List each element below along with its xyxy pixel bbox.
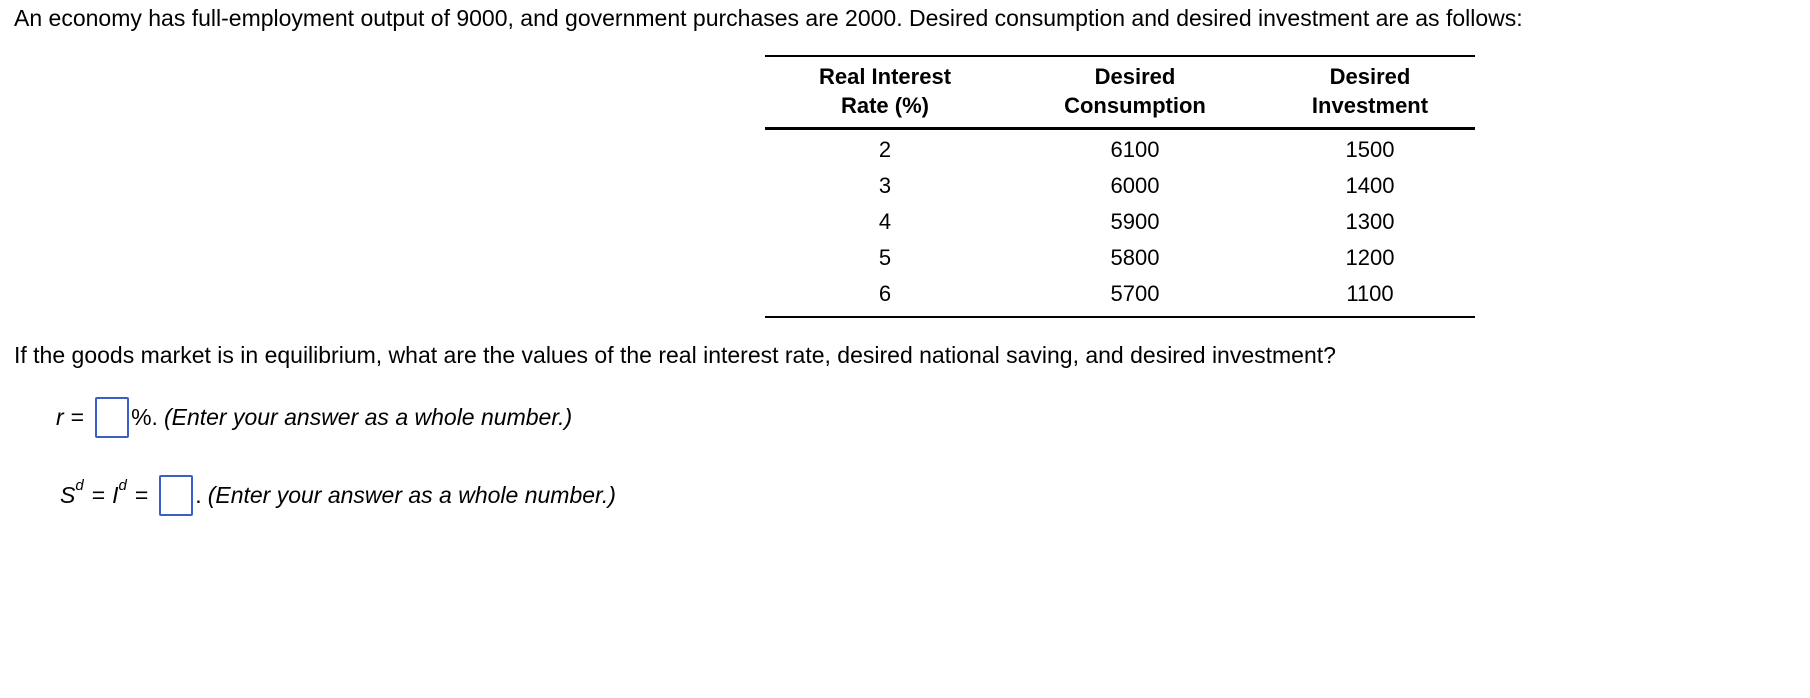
consumption-cell: 5700 (1110, 281, 1160, 306)
table-row: 3 6000 1400 (765, 168, 1475, 204)
problem-intro: An economy has full-employment output of… (14, 5, 1523, 31)
equals-sign: = (134, 481, 149, 508)
header-line: Desired (1094, 64, 1176, 89)
rate-cell: 3 (878, 173, 892, 198)
s-superscript-d: d (75, 476, 84, 494)
investment-cell: 1300 (1345, 209, 1395, 234)
header-line: Investment (1311, 93, 1429, 118)
investment-cell: 1500 (1345, 137, 1395, 162)
investment-cell: 1400 (1345, 173, 1395, 198)
rate-cell: 5 (878, 245, 892, 270)
consumption-cell: 6000 (1110, 173, 1160, 198)
header-line: Desired (1329, 64, 1411, 89)
table-row: 6 5700 1100 (765, 276, 1475, 312)
rate-cell: 2 (878, 137, 892, 162)
table-body: 2 6100 1500 3 6000 1400 4 5900 1300 5 58… (765, 130, 1475, 316)
table-row: 4 5900 1300 (765, 204, 1475, 240)
table-header-row: Real Interest Rate (%) Desired Consumpti… (765, 57, 1475, 130)
header-desired-investment: Desired Investment (1265, 62, 1475, 120)
investment-cell: 1200 (1345, 245, 1395, 270)
rate-cell: 4 (878, 209, 892, 234)
period-label: . (195, 481, 202, 508)
saving-investment-input[interactable] (159, 474, 194, 516)
consumption-cell: 6100 (1110, 137, 1160, 162)
s-variable: S (60, 481, 76, 508)
consumption-cell: 5900 (1110, 209, 1160, 234)
header-line: Consumption (1064, 93, 1206, 118)
equals-sign: = (91, 481, 106, 508)
i-superscript-d: d (118, 476, 127, 494)
saving-answer-hint: (Enter your answer as a whole number.) (207, 481, 616, 508)
header-real-interest-rate: Real Interest Rate (%) (765, 62, 1005, 120)
question-text: If the goods market is in equilibrium, w… (14, 342, 1336, 368)
table-row: 5 5800 1200 (765, 240, 1475, 276)
r-variable: r (56, 403, 64, 430)
answer-line-saving-investment: S d = I d = . (Enter your answer as a wh… (60, 472, 616, 518)
consumption-investment-table: Real Interest Rate (%) Desired Consumpti… (765, 55, 1475, 318)
r-input[interactable] (95, 396, 130, 438)
rate-cell: 6 (878, 281, 892, 306)
equals-sign: = (70, 403, 85, 430)
header-desired-consumption: Desired Consumption (1005, 62, 1265, 120)
investment-cell: 1100 (1346, 281, 1394, 306)
answer-line-r: r = %. (Enter your answer as a whole num… (56, 395, 572, 439)
header-line: Real Interest (818, 64, 952, 89)
i-variable: I (112, 481, 119, 508)
header-line: Rate (%) (840, 93, 929, 118)
r-answer-hint: (Enter your answer as a whole number.) (163, 403, 573, 430)
consumption-cell: 5800 (1110, 245, 1160, 270)
table-row: 2 6100 1500 (765, 132, 1475, 168)
percent-label: %. (131, 403, 158, 430)
